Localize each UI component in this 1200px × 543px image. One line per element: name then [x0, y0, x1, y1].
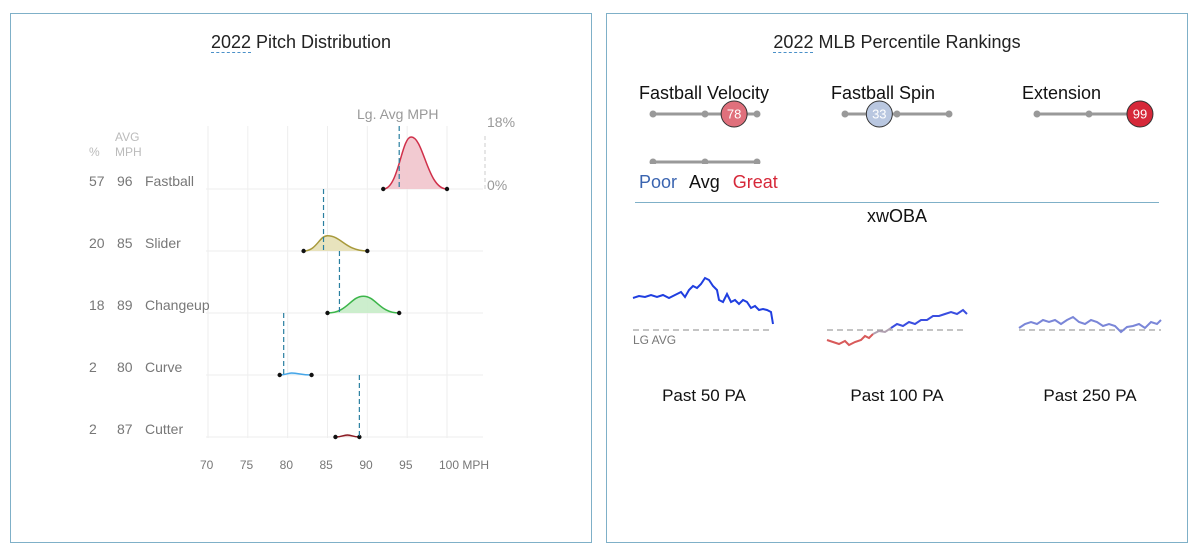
density-max-dot	[444, 186, 450, 192]
sparkline-100-high	[890, 308, 968, 329]
xwoba-title: xwOBA	[866, 206, 927, 226]
pitch-name: Cutter	[145, 421, 183, 437]
pitch-name: Slider	[145, 235, 181, 251]
scale-bottom-label: 0%	[487, 177, 507, 193]
league-average-label: Lg. Avg MPH	[357, 106, 438, 122]
pitch-pct: 18	[89, 297, 105, 313]
slider-tick	[945, 110, 953, 118]
sparkline-past-250	[1018, 315, 1162, 334]
legend-tick	[701, 158, 709, 164]
density-max-dot	[357, 434, 362, 440]
x-tick-label: 90	[359, 458, 373, 472]
x-tick-label: 70	[200, 458, 214, 472]
legend-avg: Avg	[689, 172, 720, 192]
density-fill	[327, 296, 400, 313]
pitch-pct: 57	[89, 173, 105, 189]
pitch-pct: 2	[89, 359, 97, 375]
density-max-dot	[309, 372, 314, 378]
lg-avg-label: LG AVG	[633, 333, 676, 347]
header-mph: MPH	[115, 145, 142, 159]
density-min-dot	[381, 186, 386, 192]
percentile-value: 33	[872, 107, 886, 122]
season-year[interactable]: 2022	[210, 32, 251, 53]
section-divider	[635, 202, 1159, 203]
percentile-value: 78	[727, 107, 741, 122]
header-avg: AVG	[115, 130, 139, 144]
pitch-avg-mph: 96	[117, 173, 133, 189]
metric-label: Fastball Spin	[831, 83, 935, 103]
percentile-sliders: Fastball Velocity 78 Fastball Spin 33 Extens…	[639, 83, 1154, 164]
pitch-pct: 2	[89, 421, 97, 437]
legend-tick	[649, 158, 657, 164]
sparkline-100-mid	[872, 327, 892, 335]
metric-label: Fastball Velocity	[639, 83, 769, 103]
density-min-dot	[301, 248, 306, 254]
percentile-marker	[1126, 100, 1154, 128]
x-tick-label: 95	[399, 458, 413, 472]
density-min-dot	[333, 434, 338, 440]
pitch-rows: 57 96 Fastball 20 85 Slider 18 89 Changeup 2 80 Cur…	[89, 126, 483, 440]
x-axis-ticks: 70 75 80 85 90 95 100 MPH	[200, 458, 489, 472]
percentile-rankings-panel: 2022 MLB Percentile Rankings Fastball Ve…	[606, 13, 1188, 543]
percentile-rankings-title-text: MLB Percentile Rankings	[813, 32, 1021, 52]
pitch-avg-mph: 87	[117, 421, 133, 437]
slider-tick	[893, 110, 901, 118]
legend-poor: Poor	[639, 172, 678, 192]
density-curve	[279, 372, 312, 376]
window-label-100: Past 100 PA	[850, 386, 944, 405]
pitch-distribution-chart: % AVG MPH Lg. Avg MPH 18% 0% 57 96 Fastbal…	[89, 106, 515, 472]
percentile-value: 99	[1133, 107, 1147, 122]
x-tick-label: 100 MPH	[439, 458, 489, 472]
legend-great: Great	[732, 172, 778, 192]
density-curve	[327, 295, 400, 314]
sparkline-50-line	[632, 276, 774, 325]
percentile-marker	[720, 100, 748, 128]
sparkline-100-low	[826, 333, 874, 347]
sparkline-past-50: LG AVG	[632, 276, 774, 347]
scale-top-label: 18%	[487, 114, 515, 130]
header-pct: %	[89, 145, 100, 159]
pitch-pct: 20	[89, 235, 105, 251]
density-curve	[335, 434, 360, 438]
metric-label: Extension	[1022, 83, 1101, 103]
slider-tick	[649, 110, 657, 118]
x-tick-label: 85	[320, 458, 334, 472]
density-min-dot	[325, 310, 330, 316]
density-curve	[303, 234, 368, 252]
xwoba-sparklines: LG AVG	[632, 276, 1162, 347]
legend-tick	[753, 158, 761, 164]
x-tick-label: 75	[240, 458, 254, 472]
density-min-dot	[277, 372, 282, 378]
density-max-dot	[397, 310, 402, 316]
percentile-rankings-title: 2022 MLB Percentile Rankings	[607, 32, 1187, 53]
slider-tick	[841, 110, 849, 118]
density-fill	[303, 235, 368, 251]
pitch-name: Fastball	[145, 173, 194, 189]
pitch-distribution-panel: 2022 Pitch Distribution % AVG MPH Lg. Av…	[10, 13, 592, 543]
pitch-avg-mph: 85	[117, 235, 133, 251]
slider-tick	[753, 110, 761, 118]
pitch-avg-mph: 89	[117, 297, 133, 313]
pitch-avg-mph: 80	[117, 359, 133, 375]
pitch-name: Curve	[145, 359, 183, 375]
x-tick-label: 80	[280, 458, 294, 472]
pitch-distribution-title: 2022 Pitch Distribution	[11, 32, 591, 53]
pitch-name: Changeup	[145, 297, 210, 313]
slider-tick	[1033, 110, 1041, 118]
percentile-marker	[865, 100, 893, 128]
sparkline-250-line	[1018, 315, 1162, 334]
window-label-250: Past 250 PA	[1043, 386, 1137, 405]
slider-tick	[701, 110, 709, 118]
pitch-distribution-title-text: Pitch Distribution	[250, 32, 392, 52]
percentile-legend: Poor Avg Great	[639, 172, 786, 193]
rankings-year[interactable]: 2022	[773, 32, 814, 53]
window-label-50: Past 50 PA	[662, 386, 746, 405]
density-max-dot	[365, 248, 370, 254]
slider-tick	[1085, 110, 1093, 118]
sparkline-past-100	[826, 308, 968, 347]
density-curve	[383, 136, 448, 190]
